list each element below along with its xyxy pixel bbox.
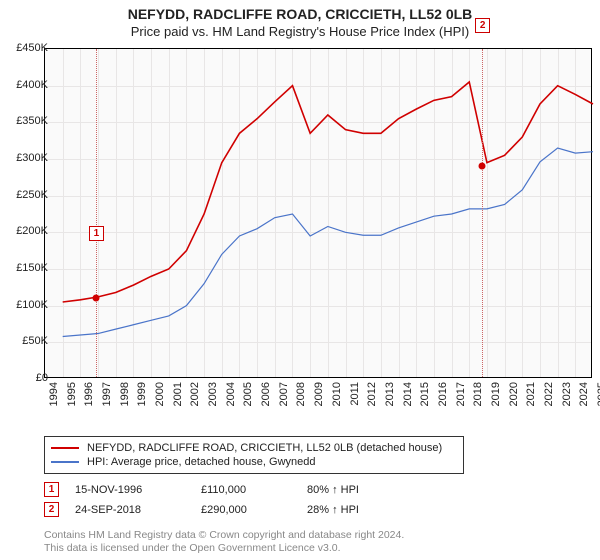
footer-line-1: Contains HM Land Registry data © Crown c…	[44, 529, 404, 543]
x-tick-label: 2012	[366, 382, 378, 406]
x-tick-label: 2017	[455, 382, 467, 406]
series-line-property	[63, 82, 593, 302]
x-tick-label: 2013	[384, 382, 396, 406]
x-tick-label: 2000	[154, 382, 166, 406]
marker-dot	[92, 295, 99, 302]
plot-area: 12	[44, 48, 592, 378]
x-tick-label: 2008	[295, 382, 307, 406]
x-tick-label: 2025	[596, 382, 600, 406]
chart-title: NEFYDD, RADCLIFFE ROAD, CRICCIETH, LL52 …	[0, 0, 600, 22]
annotation-date: 24-SEP-2018	[75, 504, 185, 516]
legend-swatch	[51, 461, 79, 463]
marker-dot	[479, 163, 486, 170]
x-tick-label: 2003	[207, 382, 219, 406]
x-tick-label: 2010	[331, 382, 343, 406]
y-tick-label: £150K	[16, 262, 48, 274]
x-tick-label: 1998	[119, 382, 131, 406]
x-tick-label: 1995	[66, 382, 78, 406]
marker-label-box: 2	[475, 18, 490, 33]
y-tick-label: £50K	[22, 335, 48, 347]
x-tick-label: 2016	[437, 382, 449, 406]
annotation-row-2: 2 24-SEP-2018 £290,000 28% ↑ HPI	[44, 502, 592, 517]
x-tick-label: 2004	[225, 382, 237, 406]
series-line-hpi	[63, 148, 593, 336]
x-tick-label: 1994	[48, 382, 60, 406]
marker-label-box: 1	[89, 226, 104, 241]
x-tick-label: 2009	[313, 382, 325, 406]
annotation-delta: 28% ↑ HPI	[307, 504, 359, 516]
y-tick-label: £450K	[16, 42, 48, 54]
x-tick-label: 1997	[101, 382, 113, 406]
x-tick-label: 2015	[419, 382, 431, 406]
x-tick-label: 2006	[260, 382, 272, 406]
chart-subtitle: Price paid vs. HM Land Registry's House …	[0, 22, 600, 43]
annotation-marker-2: 2	[44, 502, 59, 517]
x-tick-label: 2024	[578, 382, 590, 406]
legend-box: NEFYDD, RADCLIFFE ROAD, CRICCIETH, LL52 …	[44, 436, 464, 474]
legend-row: HPI: Average price, detached house, Gwyn…	[51, 455, 457, 469]
x-tick-label: 1996	[83, 382, 95, 406]
annotation-price: £110,000	[201, 484, 291, 496]
x-tick-label: 2020	[508, 382, 520, 406]
y-tick-label: £400K	[16, 79, 48, 91]
y-tick-label: £350K	[16, 115, 48, 127]
y-tick-label: £200K	[16, 225, 48, 237]
y-tick-label: £250K	[16, 189, 48, 201]
annotation-marker-1: 1	[44, 482, 59, 497]
legend-label: HPI: Average price, detached house, Gwyn…	[87, 456, 316, 468]
chart-area: 12	[44, 48, 592, 398]
x-tick-label: 1999	[136, 382, 148, 406]
legend-row: NEFYDD, RADCLIFFE ROAD, CRICCIETH, LL52 …	[51, 441, 457, 455]
chart-container: NEFYDD, RADCLIFFE ROAD, CRICCIETH, LL52 …	[0, 0, 600, 560]
x-tick-label: 2018	[472, 382, 484, 406]
annotation-date: 15-NOV-1996	[75, 484, 185, 496]
x-tick-label: 2022	[543, 382, 555, 406]
x-tick-label: 2011	[349, 382, 361, 406]
x-tick-label: 2023	[561, 382, 573, 406]
y-tick-label: £300K	[16, 152, 48, 164]
x-tick-label: 2001	[172, 382, 184, 406]
x-tick-label: 2014	[402, 382, 414, 406]
x-tick-label: 2021	[525, 382, 537, 406]
x-tick-label: 2019	[490, 382, 502, 406]
y-tick-label: £0	[36, 372, 48, 384]
legend-label: NEFYDD, RADCLIFFE ROAD, CRICCIETH, LL52 …	[87, 442, 442, 454]
x-tick-label: 2002	[189, 382, 201, 406]
marker-guideline	[96, 49, 97, 377]
marker-guideline	[482, 49, 483, 377]
x-tick-label: 2007	[278, 382, 290, 406]
legend-swatch	[51, 447, 79, 449]
annotation-delta: 80% ↑ HPI	[307, 484, 359, 496]
annotation-row-1: 1 15-NOV-1996 £110,000 80% ↑ HPI	[44, 482, 592, 497]
series-svg	[45, 49, 593, 379]
y-tick-label: £100K	[16, 299, 48, 311]
footer-line-2: This data is licensed under the Open Gov…	[44, 542, 404, 556]
footer-text: Contains HM Land Registry data © Crown c…	[44, 529, 404, 556]
annotation-price: £290,000	[201, 504, 291, 516]
x-tick-label: 2005	[242, 382, 254, 406]
